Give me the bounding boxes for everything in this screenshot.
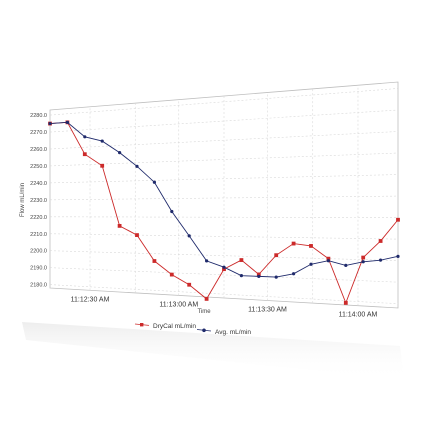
plot-frame (49, 81, 399, 309)
y-tick-label: 2180.0 (30, 283, 47, 289)
y-axis-ticks: 2180.0 2190.0 2200.0 2210.0 2220.0 2230.0 2240… (30, 113, 47, 289)
x-axis-ticks: 11:12:30 AM 11:13:00 AM 11:13:30 AM 11:14:0… (71, 296, 378, 318)
data-point (239, 258, 244, 262)
y-tick-label: 2190.0 (30, 266, 47, 272)
data-point (291, 241, 296, 246)
data-point (361, 255, 366, 260)
y-tick-label: 2260.0 (30, 147, 47, 153)
legend-label-avg: Avg. mL/min (215, 329, 251, 336)
legend-marker-drycal (140, 323, 144, 327)
data-point (170, 209, 174, 214)
data-point (169, 272, 174, 277)
data-point (82, 152, 87, 157)
y-tick-label: 2230.0 (30, 198, 47, 204)
data-point (257, 274, 261, 278)
data-point (48, 121, 52, 126)
data-point (187, 282, 192, 287)
data-point (117, 223, 122, 228)
grid-lines (49, 85, 399, 306)
data-point (256, 272, 261, 277)
data-point (187, 234, 191, 238)
y-tick-label: 2250.0 (30, 164, 47, 170)
data-point (309, 262, 313, 266)
data-point (326, 256, 331, 261)
data-point (118, 151, 122, 155)
y-tick-label: 2270.0 (30, 130, 47, 136)
data-point (204, 297, 209, 301)
data-point (396, 217, 400, 222)
chart-reflection (22, 322, 404, 380)
data-point (361, 260, 365, 264)
data-point (152, 259, 157, 263)
data-point (65, 120, 69, 124)
data-point (222, 267, 226, 272)
legend-marker-avg (202, 328, 206, 333)
data-point (100, 163, 105, 168)
data-point (344, 263, 348, 268)
data-point (239, 274, 243, 278)
data-point (309, 244, 313, 248)
y-tick-label: 2280.0 (30, 113, 47, 119)
y-tick-label: 2200.0 (30, 249, 47, 255)
x-tick-label: 11:12:30 AM (71, 296, 110, 303)
data-point (274, 275, 278, 279)
data-point (292, 272, 296, 276)
series-avg (48, 120, 400, 279)
y-axis-label: Flow mL/min (20, 183, 26, 217)
data-point (100, 139, 104, 143)
legend-label-drycal: DryCal mL/min (153, 323, 196, 330)
x-tick-label: 11:13:00 AM (159, 301, 198, 308)
x-tick-label: 11:14:00 AM (339, 312, 378, 319)
data-point (83, 135, 87, 139)
data-point (396, 254, 400, 258)
data-point (135, 164, 139, 168)
data-point (222, 265, 226, 269)
y-tick-label: 2240.0 (30, 181, 47, 187)
data-point (274, 253, 279, 258)
data-point (343, 301, 348, 305)
data-point (379, 258, 383, 262)
data-point (326, 259, 330, 263)
y-tick-label: 2220.0 (30, 215, 47, 221)
legend: DryCal mL/min Avg. mL/min (134, 323, 251, 336)
x-axis-label: Time (197, 309, 211, 315)
x-tick-label: 11:13:30 AM (248, 307, 287, 314)
data-point (205, 259, 209, 263)
data-series (48, 120, 400, 305)
data-point (152, 180, 156, 184)
data-point (378, 239, 383, 243)
data-point (135, 233, 139, 237)
y-tick-label: 2210.0 (30, 232, 47, 238)
